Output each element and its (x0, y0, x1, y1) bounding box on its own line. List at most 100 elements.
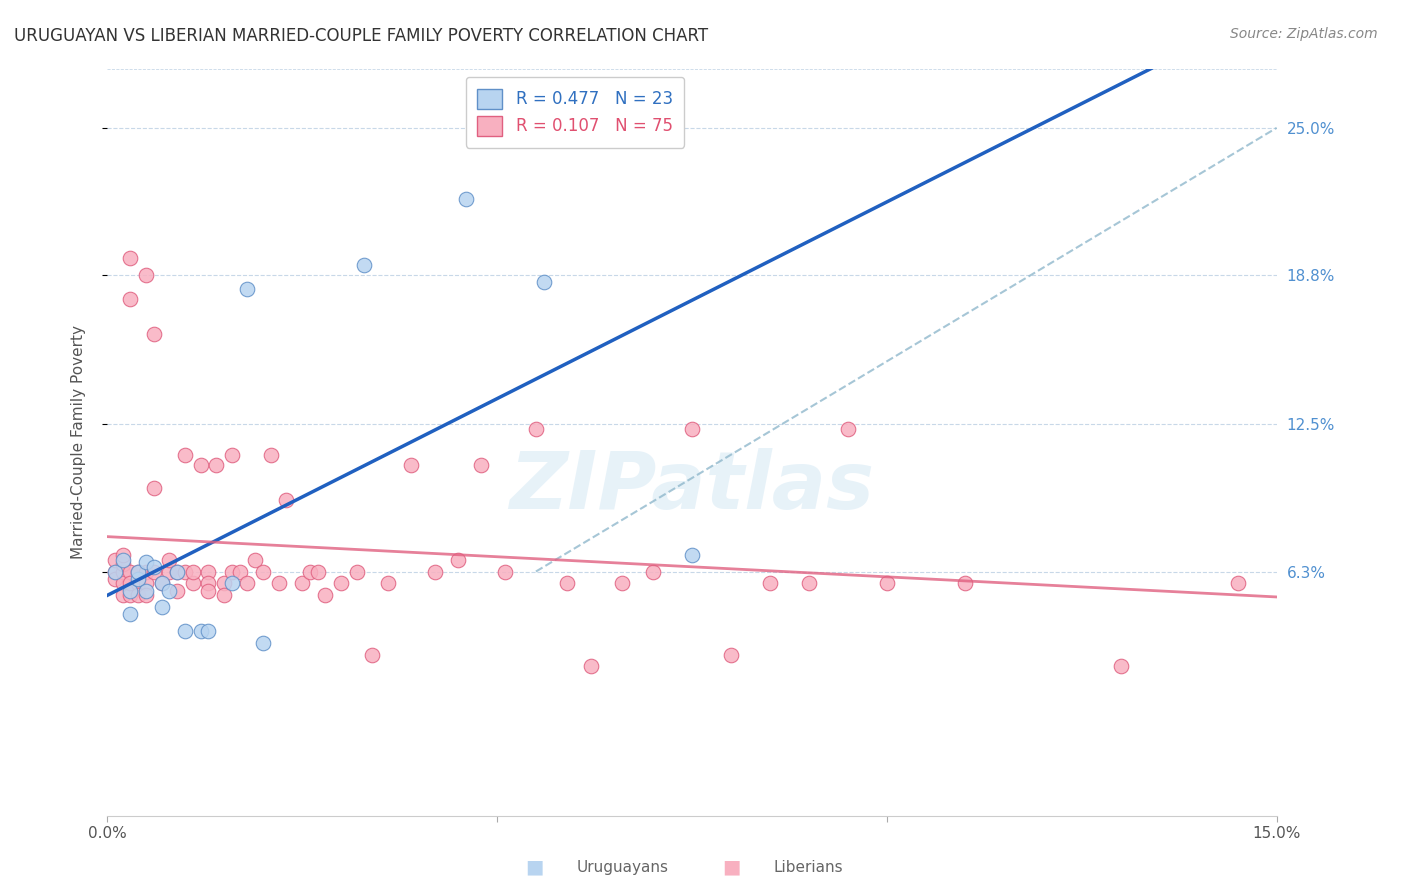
Point (159, 565, 181, 579)
Point (346, 565, 368, 579)
Point (166, 565, 188, 579)
Point (307, 565, 329, 579)
Point (260, 448, 283, 462)
Point (174, 448, 197, 462)
Point (236, 282, 259, 296)
Point (221, 576, 243, 591)
Point (135, 583, 157, 598)
Point (205, 458, 228, 472)
Point (127, 565, 149, 579)
Point (876, 576, 898, 591)
Point (104, 552, 127, 566)
Point (142, 565, 165, 579)
Point (142, 559, 165, 574)
Point (212, 576, 235, 591)
Point (221, 565, 243, 579)
Point (150, 576, 173, 591)
Text: Uruguayans: Uruguayans (576, 861, 668, 875)
Point (111, 548, 134, 562)
Point (641, 565, 664, 579)
Point (150, 600, 173, 615)
Point (197, 624, 219, 638)
Point (953, 576, 976, 591)
Point (135, 555, 157, 569)
Point (104, 565, 127, 579)
Point (533, 275, 555, 289)
Point (135, 588, 157, 602)
Point (681, 548, 703, 562)
Point (610, 576, 633, 591)
Point (127, 572, 149, 586)
Point (159, 552, 181, 566)
Point (1226, 576, 1249, 591)
Text: ZIPatlas: ZIPatlas (509, 448, 875, 526)
Point (797, 576, 820, 591)
Point (174, 565, 197, 579)
Point (197, 565, 219, 579)
Point (127, 588, 149, 602)
Point (120, 252, 142, 266)
Point (120, 583, 142, 598)
Point (127, 565, 149, 579)
Point (447, 552, 470, 566)
Point (720, 648, 742, 662)
Point (166, 583, 188, 598)
Point (166, 565, 188, 579)
Text: Liberians: Liberians (773, 861, 844, 875)
Point (120, 576, 142, 591)
Point (236, 576, 259, 591)
Point (252, 636, 274, 650)
Point (759, 576, 782, 591)
Point (361, 648, 384, 662)
Point (330, 576, 353, 591)
Text: Source: ZipAtlas.com: Source: ZipAtlas.com (1230, 27, 1378, 41)
Point (423, 565, 446, 579)
Point (298, 565, 321, 579)
Point (190, 624, 212, 638)
Point (454, 192, 477, 206)
Text: ■: ■ (721, 857, 741, 876)
Point (399, 458, 422, 472)
Point (353, 259, 375, 273)
Point (377, 576, 399, 591)
Point (494, 565, 516, 579)
Point (190, 458, 212, 472)
Point (252, 565, 274, 579)
Point (212, 588, 235, 602)
Point (555, 576, 578, 591)
Point (120, 588, 142, 602)
Point (135, 268, 157, 282)
Point (524, 422, 547, 436)
Point (111, 558, 134, 572)
Point (221, 448, 243, 462)
Point (104, 572, 127, 586)
Point (314, 588, 336, 602)
Text: URUGUAYAN VS LIBERIAN MARRIED-COUPLE FAMILY POVERTY CORRELATION CHART: URUGUAYAN VS LIBERIAN MARRIED-COUPLE FAM… (14, 27, 709, 45)
Point (267, 576, 290, 591)
Point (174, 624, 197, 638)
Point (159, 583, 181, 598)
Point (111, 588, 134, 602)
Point (120, 565, 142, 579)
Point (120, 607, 142, 622)
Point (150, 576, 173, 591)
Point (181, 565, 204, 579)
Point (111, 552, 134, 566)
Point (135, 576, 157, 591)
Point (276, 493, 298, 508)
Point (197, 576, 219, 591)
Y-axis label: Married-Couple Family Poverty: Married-Couple Family Poverty (72, 326, 86, 559)
Point (681, 422, 703, 436)
Point (104, 565, 127, 579)
Point (127, 576, 149, 591)
Point (579, 659, 602, 673)
Point (837, 422, 859, 436)
Point (120, 292, 142, 306)
Point (1109, 659, 1132, 673)
Point (142, 482, 165, 496)
Legend: R = 0.477   N = 23, R = 0.107   N = 75: R = 0.477 N = 23, R = 0.107 N = 75 (465, 77, 685, 147)
Point (245, 552, 267, 566)
Point (228, 565, 250, 579)
Point (142, 327, 165, 342)
Point (111, 576, 134, 591)
